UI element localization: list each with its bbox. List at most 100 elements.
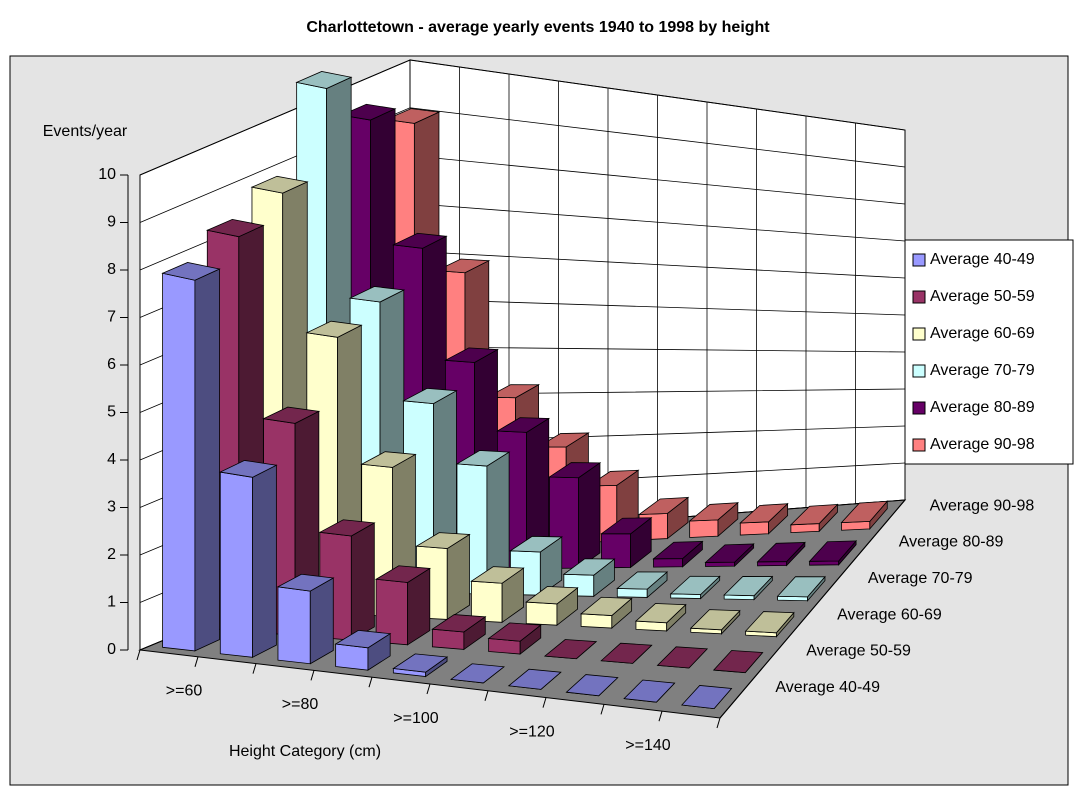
x-tick bbox=[194, 656, 199, 667]
bar-top bbox=[435, 258, 491, 274]
bar-top bbox=[744, 611, 795, 634]
chart-title: Charlottetown - average yearly events 19… bbox=[306, 19, 770, 36]
bar bbox=[840, 500, 889, 531]
bar-top bbox=[250, 175, 309, 194]
y-tick-label: 2 bbox=[107, 546, 116, 563]
bar-top bbox=[637, 496, 690, 515]
bar-front bbox=[431, 628, 465, 650]
bar bbox=[562, 558, 616, 598]
x-tick bbox=[426, 683, 431, 695]
legend-label: Average 90-98 bbox=[930, 436, 1035, 453]
bar bbox=[543, 639, 598, 660]
bar-top bbox=[548, 462, 602, 479]
bar-side bbox=[252, 464, 277, 658]
bar-top bbox=[443, 347, 499, 363]
bar-top bbox=[587, 469, 640, 487]
bar-top bbox=[688, 502, 739, 522]
bar-top bbox=[600, 517, 653, 535]
legend-label: Average 50-59 bbox=[930, 288, 1035, 305]
bar-top bbox=[360, 451, 417, 468]
x-tick bbox=[716, 717, 721, 729]
bar-top bbox=[305, 320, 363, 338]
legend-swatch bbox=[912, 364, 926, 378]
bar-top bbox=[525, 586, 579, 605]
bar-top bbox=[455, 450, 511, 467]
bar-top bbox=[339, 103, 397, 121]
bar bbox=[507, 668, 562, 690]
x-tick bbox=[136, 649, 141, 661]
y-tick-label: 9 bbox=[107, 214, 116, 231]
bar-front bbox=[219, 471, 253, 658]
bar-top bbox=[415, 532, 471, 549]
bar bbox=[548, 462, 602, 569]
bar-top bbox=[295, 71, 353, 89]
x-axis-label: Height Category (cm) bbox=[229, 743, 381, 760]
depth-tick-label: Average 90-98 bbox=[930, 497, 1035, 514]
grid-line bbox=[139, 59, 906, 176]
bar bbox=[218, 460, 278, 658]
bar-top bbox=[712, 650, 764, 674]
depth-tick-label: Average 60-69 bbox=[837, 606, 942, 623]
bar-front bbox=[580, 613, 613, 629]
bar-top bbox=[402, 387, 458, 405]
bar-top bbox=[704, 543, 755, 563]
bar-top bbox=[652, 541, 704, 560]
bar-top bbox=[789, 504, 839, 526]
y-tick-label: 5 bbox=[107, 404, 116, 421]
bar bbox=[712, 650, 764, 674]
bar-top bbox=[318, 519, 376, 537]
legend-label: Average 40-49 bbox=[930, 251, 1035, 268]
legend-label: Average 80-89 bbox=[930, 399, 1035, 416]
y-tick-label: 7 bbox=[107, 309, 116, 326]
bar-top bbox=[392, 653, 449, 673]
bar bbox=[669, 575, 721, 600]
depth-tick-label: Average 70-79 bbox=[868, 570, 973, 587]
bar-top bbox=[739, 503, 789, 524]
x-tick-label: >=60 bbox=[166, 683, 203, 700]
x-tick bbox=[252, 663, 257, 674]
legend-swatch bbox=[912, 327, 926, 341]
bar-front bbox=[335, 643, 369, 671]
bar bbox=[744, 611, 795, 638]
bar bbox=[756, 541, 806, 567]
bar-top bbox=[669, 575, 721, 595]
bar bbox=[600, 642, 653, 664]
bar bbox=[392, 653, 449, 678]
x-tick bbox=[658, 711, 663, 722]
bar bbox=[776, 575, 826, 602]
bar-top bbox=[723, 576, 774, 597]
bar-top bbox=[487, 622, 542, 642]
bar bbox=[789, 503, 839, 534]
bar-top bbox=[391, 232, 448, 249]
legend-label: Average 70-79 bbox=[930, 362, 1035, 379]
bar-front bbox=[616, 588, 648, 598]
legend-swatch bbox=[912, 290, 926, 304]
bar-top bbox=[496, 417, 551, 433]
bar-top bbox=[536, 432, 590, 448]
bar-side bbox=[194, 268, 220, 652]
legend bbox=[904, 239, 1074, 465]
bar bbox=[689, 609, 741, 635]
bar-top bbox=[262, 406, 321, 424]
bar-side bbox=[350, 522, 375, 641]
y-tick-label: 1 bbox=[107, 594, 116, 611]
bar bbox=[431, 614, 487, 651]
bar-top bbox=[276, 573, 335, 592]
x-tick-label: >=120 bbox=[509, 723, 554, 740]
bar-top bbox=[384, 108, 441, 124]
legend-swatch bbox=[912, 438, 926, 452]
bar-front bbox=[277, 586, 311, 665]
bar bbox=[656, 646, 709, 669]
bar bbox=[525, 586, 579, 627]
y-tick-label: 4 bbox=[107, 451, 116, 468]
depth-tick-label: Average 80-89 bbox=[899, 534, 1004, 551]
bar bbox=[600, 516, 653, 569]
bar-front bbox=[689, 519, 719, 538]
y-tick-label: 0 bbox=[107, 641, 116, 658]
bar-side bbox=[578, 462, 601, 569]
depth-tick-label: Average 40-49 bbox=[775, 679, 880, 696]
bar bbox=[808, 539, 858, 566]
bar-top bbox=[507, 668, 562, 690]
bar bbox=[623, 679, 676, 703]
